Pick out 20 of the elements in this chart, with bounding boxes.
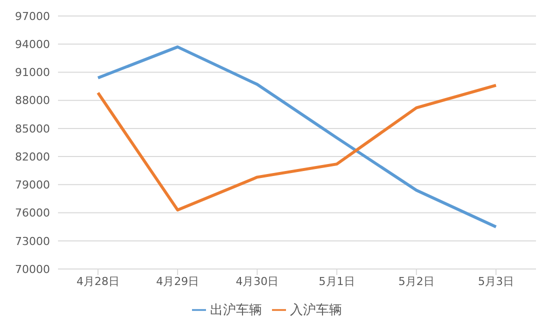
y-tick-label: 88000: [15, 94, 50, 108]
x-tick-label: 4月28日: [76, 274, 120, 288]
y-tick-label: 91000: [15, 66, 50, 80]
x-tick-label: 5月3日: [478, 274, 514, 288]
x-tick-label: 4月30日: [236, 274, 279, 288]
y-tick-label: 94000: [15, 38, 50, 52]
line-series: [96, 45, 498, 228]
y-tick-label: 70000: [15, 262, 50, 276]
x-tick-label: 4月29日: [156, 274, 200, 288]
x-tick-label: 5月1日: [318, 274, 355, 288]
legend-label: 入沪车辆: [290, 303, 342, 318]
y-tick-label: 85000: [15, 122, 50, 136]
y-tick-label: 97000: [15, 10, 50, 23]
y-tick-label: 82000: [15, 150, 50, 164]
y-tick-label: 73000: [15, 234, 50, 248]
y-tick-label: 76000: [15, 206, 50, 220]
line-series: [96, 84, 498, 212]
x-tick-label: 5月2日: [398, 274, 434, 288]
legend-label: 出沪车辆: [210, 303, 262, 318]
y-tick-label: 79000: [15, 178, 50, 192]
